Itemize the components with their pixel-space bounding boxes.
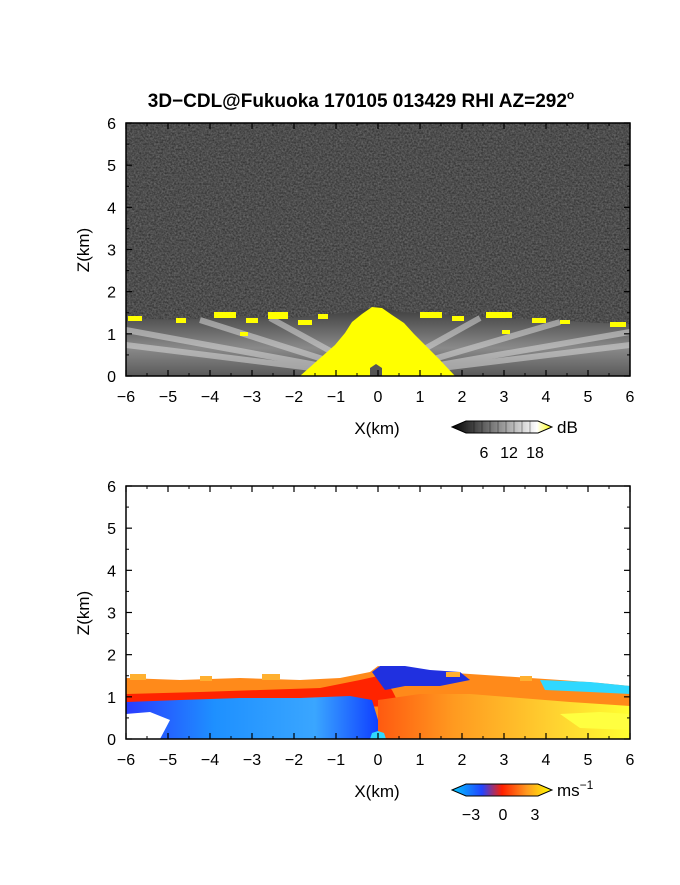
radar-origin-marker — [370, 364, 382, 376]
intensity-colorbar-bar — [450, 420, 554, 434]
velocity-axes: −6 −5 −4 −3 −2 −1 0 1 2 3 4 5 6 0 1 2 3 4 5 6 — [107, 479, 634, 769]
intensity-xtick-label: −1 — [327, 389, 345, 406]
velocity-right-cyan — [540, 680, 630, 694]
intensity-colorbar: 6 12 18 dB — [450, 418, 578, 462]
intensity-ytick-label: 1 — [107, 327, 116, 344]
velocity-xtick-label: 5 — [584, 752, 593, 769]
intensity-colorbar-tick: 12 — [500, 445, 518, 462]
velocity-xtick-label: 0 — [374, 752, 383, 769]
velocity-upper-blue — [372, 666, 470, 690]
velocity-ytick-label: 4 — [107, 563, 116, 580]
intensity-xtick-label: −6 — [117, 389, 135, 406]
intensity-colorbar-tick: 6 — [480, 445, 489, 462]
velocity-xtick-label: 1 — [416, 752, 425, 769]
velocity-positive-region — [378, 694, 630, 739]
velocity-xtick-label: −4 — [201, 752, 219, 769]
intensity-ytick-label: 2 — [107, 285, 116, 302]
intensity-ytick-label: 6 — [107, 116, 116, 133]
velocity-ytick-label: 1 — [107, 690, 116, 707]
echo-top-speckle — [128, 312, 626, 336]
velocity-colorbar: −3 0 3 ms−1 — [450, 778, 594, 824]
intensity-xtick-label: −2 — [285, 389, 303, 406]
intensity-xtick-label: 4 — [542, 389, 551, 406]
velocity-ytick-label: 6 — [107, 479, 116, 496]
velocity-xtick-label: −6 — [117, 752, 135, 769]
intensity-xtick-label: 5 — [584, 389, 593, 406]
velocity-xtick-label: −1 — [327, 752, 345, 769]
velocity-xtick-label: −5 — [159, 752, 177, 769]
velocity-colorbar-bar — [450, 783, 554, 797]
intensity-axes: −6 −5 −4 −3 −2 −1 0 1 2 3 4 5 6 0 1 2 3 4 5 6 — [107, 116, 634, 406]
velocity-panel: −6 −5 −4 −3 −2 −1 0 1 2 3 4 5 6 0 1 2 3 4 5 6 Z(km) X(km) −… — [74, 479, 635, 824]
velocity-ytick-label: 3 — [107, 606, 116, 623]
velocity-xtick-label: 2 — [458, 752, 467, 769]
intensity-colorbar-unit: dB — [557, 418, 578, 437]
velocity-xlabel: X(km) — [354, 782, 399, 801]
intensity-colorbar-tick: 18 — [526, 445, 544, 462]
intensity-xtick-label: 3 — [500, 389, 509, 406]
velocity-colorbar-unit: ms−1 — [557, 778, 594, 800]
intensity-xtick-label: 6 — [626, 389, 635, 406]
velocity-ylabel: Z(km) — [74, 591, 93, 635]
echo-strong-yellow — [300, 307, 455, 376]
velocity-xtick-label: 3 — [500, 752, 509, 769]
velocity-xtick-label: −3 — [243, 752, 261, 769]
velocity-image — [126, 486, 630, 739]
figure-title: 3D−CDL@Fukuoka 170105 013429 RHI AZ=292o — [148, 88, 575, 112]
intensity-ytick-label: 5 — [107, 158, 116, 175]
intensity-xtick-label: 1 — [416, 389, 425, 406]
intensity-xtick-label: 0 — [374, 389, 383, 406]
intensity-ylabel: Z(km) — [74, 228, 93, 272]
velocity-gap-left — [126, 712, 170, 739]
velocity-xtick-label: 6 — [626, 752, 635, 769]
velocity-xtick-label: 4 — [542, 752, 551, 769]
intensity-xtick-label: 2 — [458, 389, 467, 406]
velocity-colorbar-tick: −3 — [462, 807, 480, 824]
intensity-xtick-label: −3 — [243, 389, 261, 406]
velocity-ytick-label: 2 — [107, 648, 116, 665]
intensity-image — [126, 123, 630, 376]
velocity-ytick-label: 0 — [107, 732, 116, 749]
velocity-colorbar-tick: 3 — [531, 807, 540, 824]
velocity-right-yellow — [560, 712, 630, 730]
velocity-top-speckle — [130, 672, 532, 681]
velocity-colorbar-tick: 0 — [499, 807, 508, 824]
velocity-ytick-label: 5 — [107, 521, 116, 538]
intensity-xlabel: X(km) — [354, 419, 399, 438]
intensity-xtick-label: −4 — [201, 389, 219, 406]
intensity-ytick-label: 3 — [107, 243, 116, 260]
intensity-ytick-label: 4 — [107, 200, 116, 217]
intensity-ytick-label: 0 — [107, 369, 116, 386]
intensity-xtick-label: −5 — [159, 389, 177, 406]
velocity-negative-region — [126, 696, 378, 739]
velocity-xtick-label: −2 — [285, 752, 303, 769]
